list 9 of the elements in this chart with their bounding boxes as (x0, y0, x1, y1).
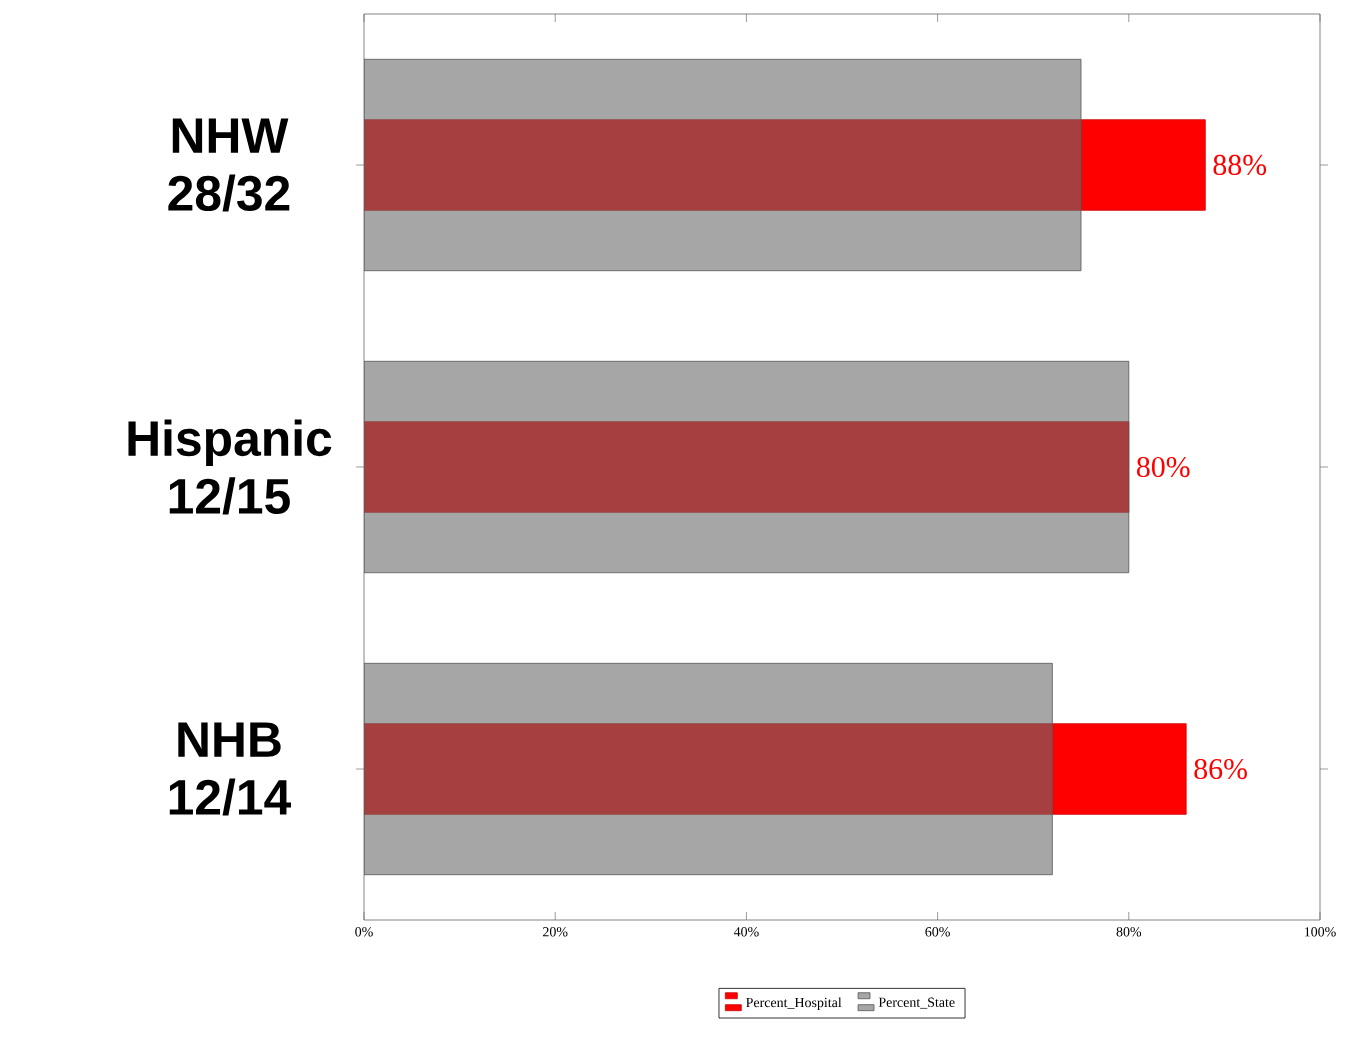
data-label: 80% (1136, 456, 1190, 478)
data-label: 88% (1213, 154, 1267, 176)
bar (364, 119, 1206, 211)
data-label: 86% (1194, 758, 1247, 780)
y-tick-label: NHB 12/14 (169, 722, 291, 816)
bar (364, 723, 1187, 815)
y-tick-label: Hispanic 12/15 (128, 419, 332, 515)
bar (364, 421, 1130, 513)
y-tick-label: NHW 28/32 (168, 118, 290, 212)
